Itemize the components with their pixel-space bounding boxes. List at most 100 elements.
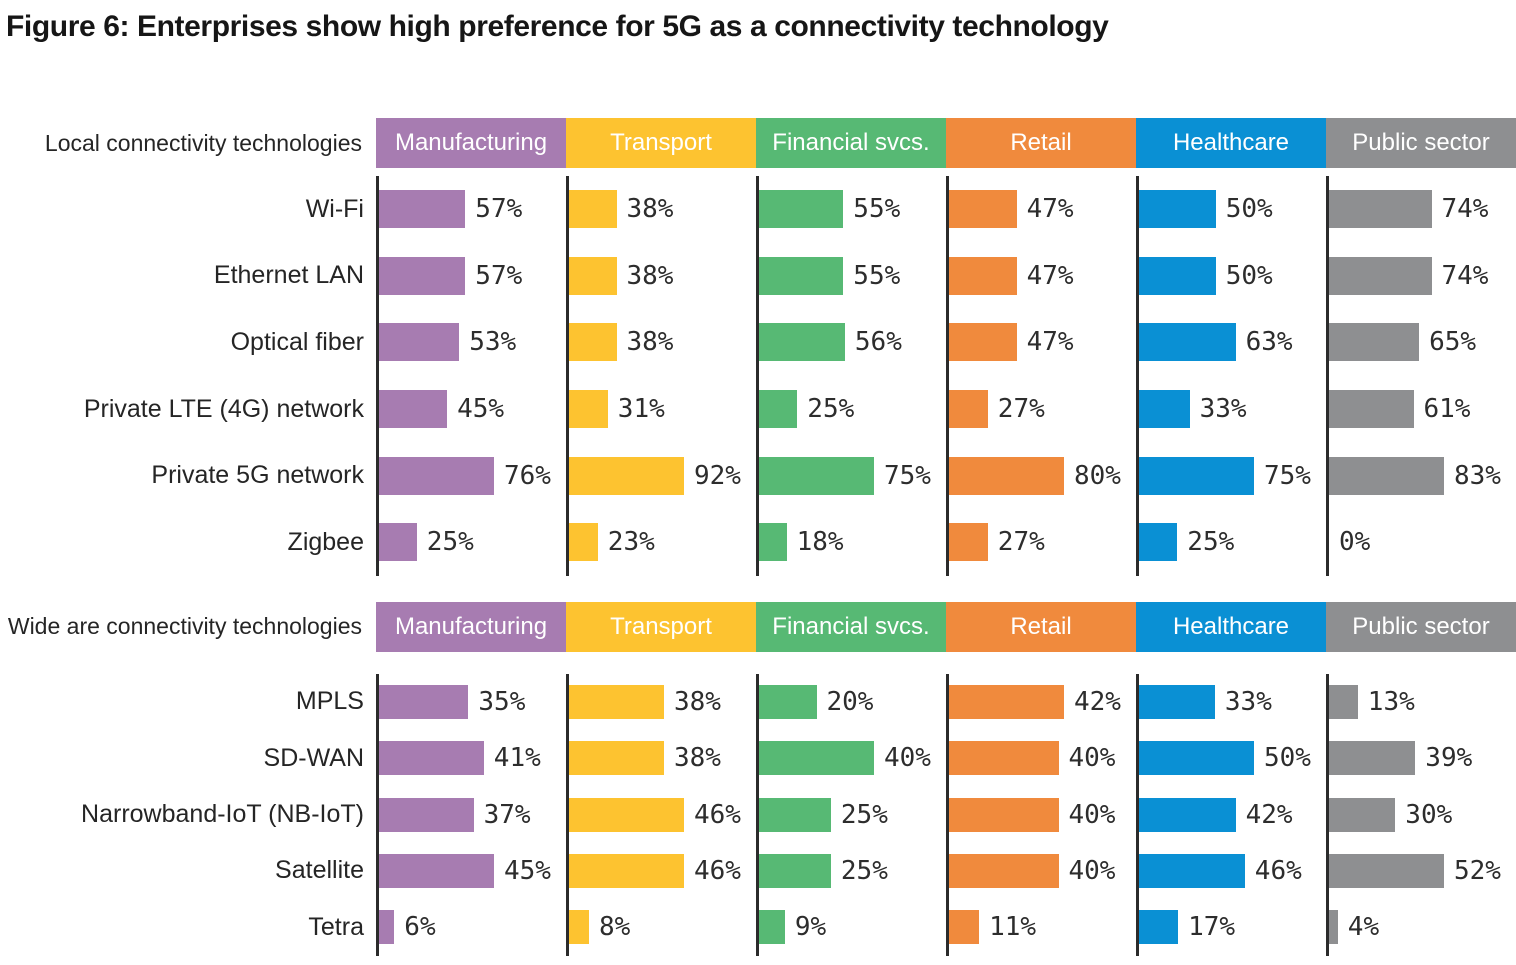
bar-value-label: 17% <box>1188 912 1236 943</box>
bar-value-label: 76% <box>504 460 551 491</box>
bar <box>379 456 494 495</box>
bar-row: 46% <box>569 786 756 842</box>
bar-value-label: 46% <box>694 799 741 830</box>
bar <box>379 323 460 362</box>
bar-value-label: 92% <box>694 460 741 491</box>
bar-row: 74% <box>1329 176 1516 243</box>
bar-row: 47% <box>949 309 1136 376</box>
bar-row: 33% <box>1139 376 1326 443</box>
bar-value-label: 65% <box>1429 327 1477 358</box>
wide-column-headers: Manufacturing Transport Financial svcs. Ret… <box>376 601 1516 652</box>
bar <box>949 390 988 429</box>
bar-row: 33% <box>1139 674 1326 730</box>
bar <box>1329 323 1420 362</box>
bar <box>569 256 617 295</box>
row-label-zigbee: Zigbee <box>287 527 364 556</box>
bar-value-label: 56% <box>854 327 902 358</box>
bar-value-label: 20% <box>826 686 874 717</box>
bar-column-financial-svcs: 20% 40% 25% 25% 9% <box>756 673 946 956</box>
bar <box>1329 684 1358 719</box>
bar-row: 50% <box>1139 176 1326 243</box>
bar-value-label: 40% <box>1068 855 1116 886</box>
bar-row: 53% <box>379 309 566 376</box>
bar <box>569 797 684 832</box>
bar <box>379 684 469 719</box>
bar <box>1139 456 1254 495</box>
bar-row: 17% <box>1139 899 1326 955</box>
bar-row: 75% <box>1139 442 1326 509</box>
bar <box>759 523 787 562</box>
bar-row: 42% <box>949 674 1136 730</box>
bar-column-transport: 38% 38% 38% 31% 92% 23% <box>566 176 756 576</box>
row-label-satellite: Satellite <box>275 856 364 885</box>
section-label-local: Local connectivity technologies <box>44 129 362 156</box>
bar-row: 18% <box>759 509 946 576</box>
bar <box>1139 256 1216 295</box>
bar-value-label: 47% <box>1026 327 1074 358</box>
bar-column-retail: 47% 47% 47% 27% 80% 27% <box>946 176 1136 576</box>
bar <box>759 323 845 362</box>
row-label-sd-wan: SD-WAN <box>263 743 364 772</box>
bar-value-label: 40% <box>1068 743 1116 774</box>
bar-value-label: 45% <box>504 855 551 886</box>
bar-row: 83% <box>1329 442 1516 509</box>
section-label-wide: Wide are connectivity technologies <box>7 613 362 640</box>
bar-row: 46% <box>1139 843 1326 899</box>
local-row-labels: Wi-Fi Ethernet LAN Optical fiber Private LT… <box>6 176 376 576</box>
bar-row: 47% <box>949 176 1136 243</box>
bar <box>1329 741 1416 776</box>
bar-value-label: 33% <box>1224 686 1272 717</box>
bar-column-financial-svcs: 55% 55% 56% 25% 75% 18% <box>756 176 946 576</box>
row-label-optical-fiber: Optical fiber <box>230 327 364 356</box>
row-label-wi-fi: Wi-Fi <box>305 194 364 223</box>
bar <box>759 456 874 495</box>
bar-row: 40% <box>949 843 1136 899</box>
bar-row: 25% <box>1139 509 1326 576</box>
bar <box>759 190 844 229</box>
bar-row: 25% <box>759 843 946 899</box>
column-header-financial-svcs: Financial svcs. <box>756 118 946 168</box>
bar <box>949 456 1064 495</box>
bar <box>1139 797 1236 832</box>
bar-row: 13% <box>1329 674 1516 730</box>
bar-row: 80% <box>949 442 1136 509</box>
column-header-retail: Retail <box>946 118 1136 168</box>
bar-value-label: 27% <box>997 527 1045 558</box>
bar-column-manufacturing: 57% 57% 53% 45% 76% 25% <box>376 176 566 576</box>
bar-value-label: 61% <box>1423 394 1471 425</box>
bar-row: 35% <box>379 674 566 730</box>
bar <box>1329 256 1432 295</box>
bar-row: 4% <box>1329 899 1516 955</box>
bar-value-label: 38% <box>626 327 674 358</box>
bar-value-label: 50% <box>1264 743 1311 774</box>
local-plot-area: Wi-Fi Ethernet LAN Optical fiber Private LT… <box>6 176 1516 576</box>
bar <box>759 910 785 945</box>
bar <box>1329 456 1444 495</box>
bar <box>379 853 494 888</box>
wide-plot-area: MPLS SD-WAN Narrowband-IoT (NB-IoT) Satelli… <box>6 673 1516 956</box>
bar <box>949 797 1059 832</box>
bar <box>949 910 980 945</box>
bar-value-label: 41% <box>493 743 541 774</box>
local-column-headers: Manufacturing Transport Financial svcs. Ret… <box>376 118 1516 168</box>
bar <box>569 456 684 495</box>
bar <box>1329 910 1338 945</box>
bar-value-label: 31% <box>617 394 665 425</box>
bar <box>379 256 466 295</box>
wide-header-row: Wide are connectivity technologies Manuf… <box>6 601 1516 652</box>
bar-row: 45% <box>379 376 566 443</box>
column-header-financial-svcs: Financial svcs. <box>756 601 946 652</box>
bar-row: 45% <box>379 843 566 899</box>
bar-value-label: 83% <box>1454 460 1501 491</box>
bar-value-label: 55% <box>853 260 901 291</box>
bar-value-label: 25% <box>426 527 474 558</box>
bar-row: 37% <box>379 786 566 842</box>
bar-row: 75% <box>759 442 946 509</box>
bar-row: 40% <box>949 730 1136 786</box>
bar-row: 92% <box>569 442 756 509</box>
row-label-private-5g-network: Private 5G network <box>151 461 364 490</box>
bar-value-label: 30% <box>1405 799 1453 830</box>
bar-value-label: 25% <box>840 855 888 886</box>
bar-row: 38% <box>569 309 756 376</box>
figure-title: Figure 6: Enterprises show high preferen… <box>6 10 1109 43</box>
